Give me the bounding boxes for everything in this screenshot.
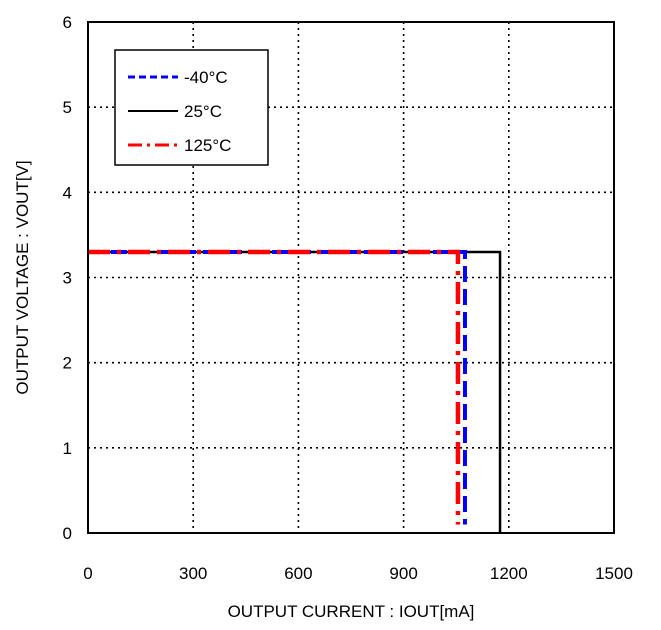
y-tick-label: 5 [63,98,72,117]
x-tick-label: 900 [389,564,417,583]
y-tick-label: 1 [63,439,72,458]
x-tick-label: 300 [179,564,207,583]
legend: -40°C 25°C 125°C [114,49,269,166]
y-tick-label: 3 [63,269,72,288]
x-tick-label: 0 [83,564,92,583]
x-tick-labels: 0 300 600 900 1200 1500 [83,564,633,583]
y-tick-labels: 0 1 2 3 4 5 6 [63,13,72,543]
plot-frame [87,21,615,534]
series-layer [88,249,502,533]
series-line-125c [88,249,461,525]
y-tick-label: 6 [63,13,72,32]
y-tick-label: 0 [63,524,72,543]
x-tick-label: 1200 [490,564,528,583]
x-tick-label: 600 [284,564,312,583]
series-line-40c [88,249,467,525]
legend-label: 25°C [184,102,222,121]
y-axis-title: OUTPUT VOLTAGE : VOUT[V] [13,160,32,394]
legend-label: 125°C [184,136,231,155]
x-axis-title: OUTPUT CURRENT : IOUT[mA] [228,602,475,621]
y-tick-label: 2 [63,354,72,373]
x-tick-label: 1500 [595,564,633,583]
y-tick-label: 4 [63,183,72,202]
legend-label: -40°C [184,68,228,87]
series-line-25c [88,250,502,533]
